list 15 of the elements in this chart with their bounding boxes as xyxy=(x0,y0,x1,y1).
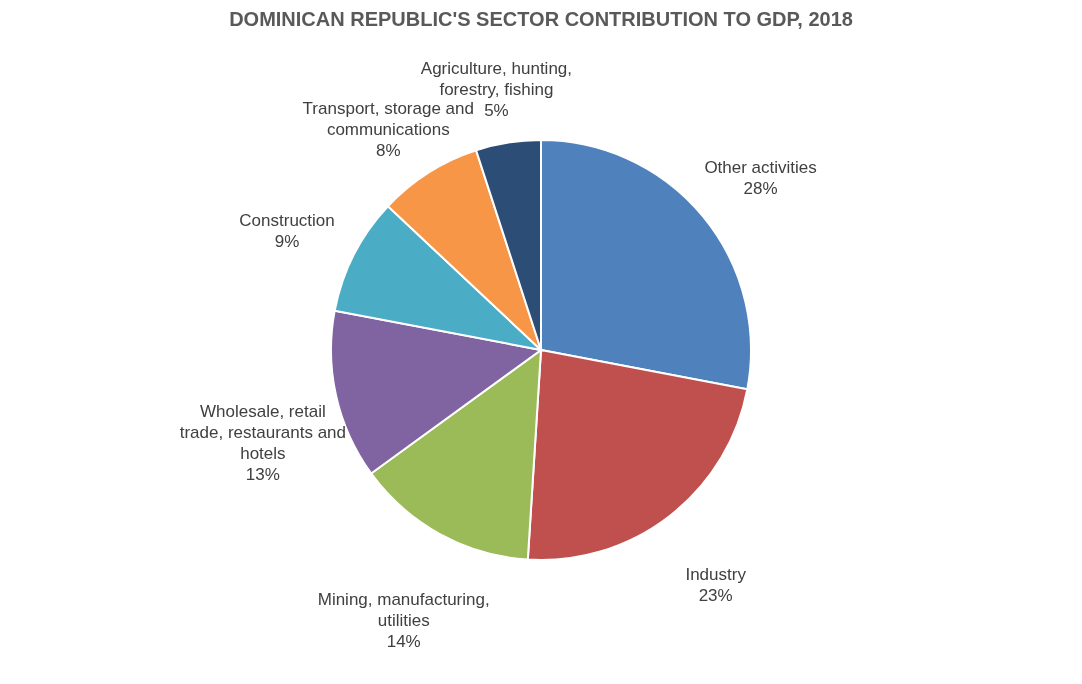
slice-label: Transport, storage and communications xyxy=(302,99,474,140)
data-label: 28% xyxy=(743,179,778,199)
data-label: 5% xyxy=(484,100,509,120)
slice-label: Agriculture, hunting, forestry, fishing xyxy=(420,58,573,99)
slice-label: Mining, manufacturing, utilities xyxy=(317,589,490,630)
slice-label: Wholesale, retail trade, restaurants and hotels xyxy=(179,402,347,464)
data-label: 23% xyxy=(698,586,733,606)
slice-label: Industry xyxy=(685,565,747,585)
data-label: 13% xyxy=(245,465,280,485)
chart-title: DOMINICAN REPUBLIC'S SECTOR CONTRIBUTION TO GDP, 2018 xyxy=(229,8,853,30)
data-label: 14% xyxy=(386,631,421,651)
data-label: 8% xyxy=(376,141,401,161)
data-label: 9% xyxy=(274,231,300,251)
slice-label: Construction xyxy=(239,210,335,230)
slice-label: Other activities xyxy=(704,158,817,178)
